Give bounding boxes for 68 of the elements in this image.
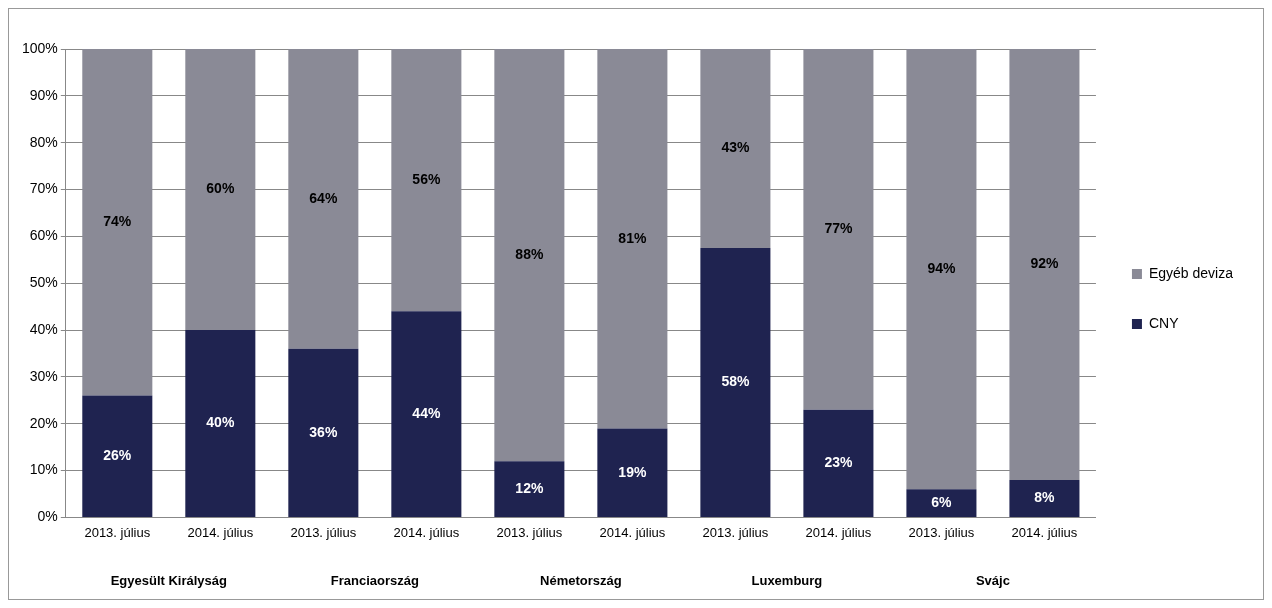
bar bbox=[597, 49, 668, 429]
data-label: 8% bbox=[1034, 489, 1056, 506]
bar bbox=[82, 395, 153, 517]
x-tick-label: 2014. július bbox=[393, 524, 460, 540]
bar bbox=[391, 311, 462, 517]
text: Luxemburg bbox=[751, 572, 823, 588]
data-label: 36% bbox=[309, 423, 338, 440]
data-label: 81% bbox=[618, 229, 647, 246]
x-tick-label: 2013. július bbox=[908, 524, 975, 540]
x-tick-label: 2013. július bbox=[702, 524, 769, 540]
x-tick-label: 2014. július bbox=[599, 524, 666, 540]
x-tick-label: 2013. július bbox=[496, 524, 563, 540]
x-tick-label: 2014. július bbox=[187, 524, 254, 540]
bar bbox=[700, 49, 771, 249]
bar bbox=[494, 461, 565, 517]
y-tick-label: 80% bbox=[29, 133, 58, 150]
bar bbox=[288, 49, 359, 349]
bar bbox=[494, 49, 565, 462]
legend-label: Egyéb deviza bbox=[1148, 264, 1234, 281]
y-tick-label: 40% bbox=[29, 320, 58, 337]
data-label: 6% bbox=[931, 493, 953, 510]
data-label: 40% bbox=[206, 414, 235, 431]
bar bbox=[1009, 479, 1080, 517]
y-tick-label: 30% bbox=[29, 367, 58, 384]
bar bbox=[803, 49, 874, 410]
text: Németország bbox=[540, 572, 622, 588]
data-label: 12% bbox=[515, 479, 544, 496]
bar bbox=[1009, 49, 1080, 480]
y-tick-label: 100% bbox=[21, 39, 58, 56]
data-label: 88% bbox=[515, 245, 544, 262]
y-tick-label: 70% bbox=[29, 180, 58, 197]
bar bbox=[906, 489, 977, 517]
data-label: 19% bbox=[618, 463, 647, 480]
x-tick-label: 2014. július bbox=[805, 524, 872, 540]
text: Egyesült Királyság bbox=[110, 572, 228, 588]
bar bbox=[906, 49, 977, 490]
data-label: 26% bbox=[103, 447, 132, 464]
x-tick-label: 2013. július bbox=[84, 524, 151, 540]
bar bbox=[803, 409, 874, 517]
y-tick-label: 0% bbox=[37, 508, 58, 525]
bar bbox=[288, 348, 359, 517]
bar bbox=[597, 428, 668, 517]
x-tick-label: 2014. július bbox=[1011, 524, 1078, 540]
bar bbox=[185, 330, 256, 517]
data-label: 77% bbox=[824, 220, 853, 237]
data-label: 60% bbox=[206, 180, 235, 197]
data-label: 74% bbox=[103, 213, 132, 230]
data-label: 44% bbox=[412, 404, 441, 421]
bar bbox=[700, 248, 771, 517]
bar bbox=[82, 49, 153, 396]
text: Svájc bbox=[975, 572, 1010, 588]
data-label: 43% bbox=[721, 139, 750, 156]
bar bbox=[391, 49, 462, 312]
legend-label: CNY bbox=[1148, 314, 1180, 331]
x-tick-label: 2013. július bbox=[290, 524, 357, 540]
y-tick-label: 10% bbox=[29, 461, 58, 478]
data-label: 56% bbox=[412, 171, 441, 188]
y-tick-label: 20% bbox=[29, 414, 58, 431]
bar bbox=[185, 49, 256, 331]
data-label: 58% bbox=[721, 373, 750, 390]
data-label: 92% bbox=[1030, 255, 1059, 272]
y-tick-label: 60% bbox=[29, 227, 58, 244]
y-tick-label: 50% bbox=[29, 274, 58, 291]
data-label: 94% bbox=[927, 260, 956, 277]
data-label: 23% bbox=[824, 454, 853, 471]
data-label: 64% bbox=[309, 189, 338, 206]
y-tick-label: 90% bbox=[29, 86, 58, 103]
text: Franciaország bbox=[330, 572, 419, 588]
